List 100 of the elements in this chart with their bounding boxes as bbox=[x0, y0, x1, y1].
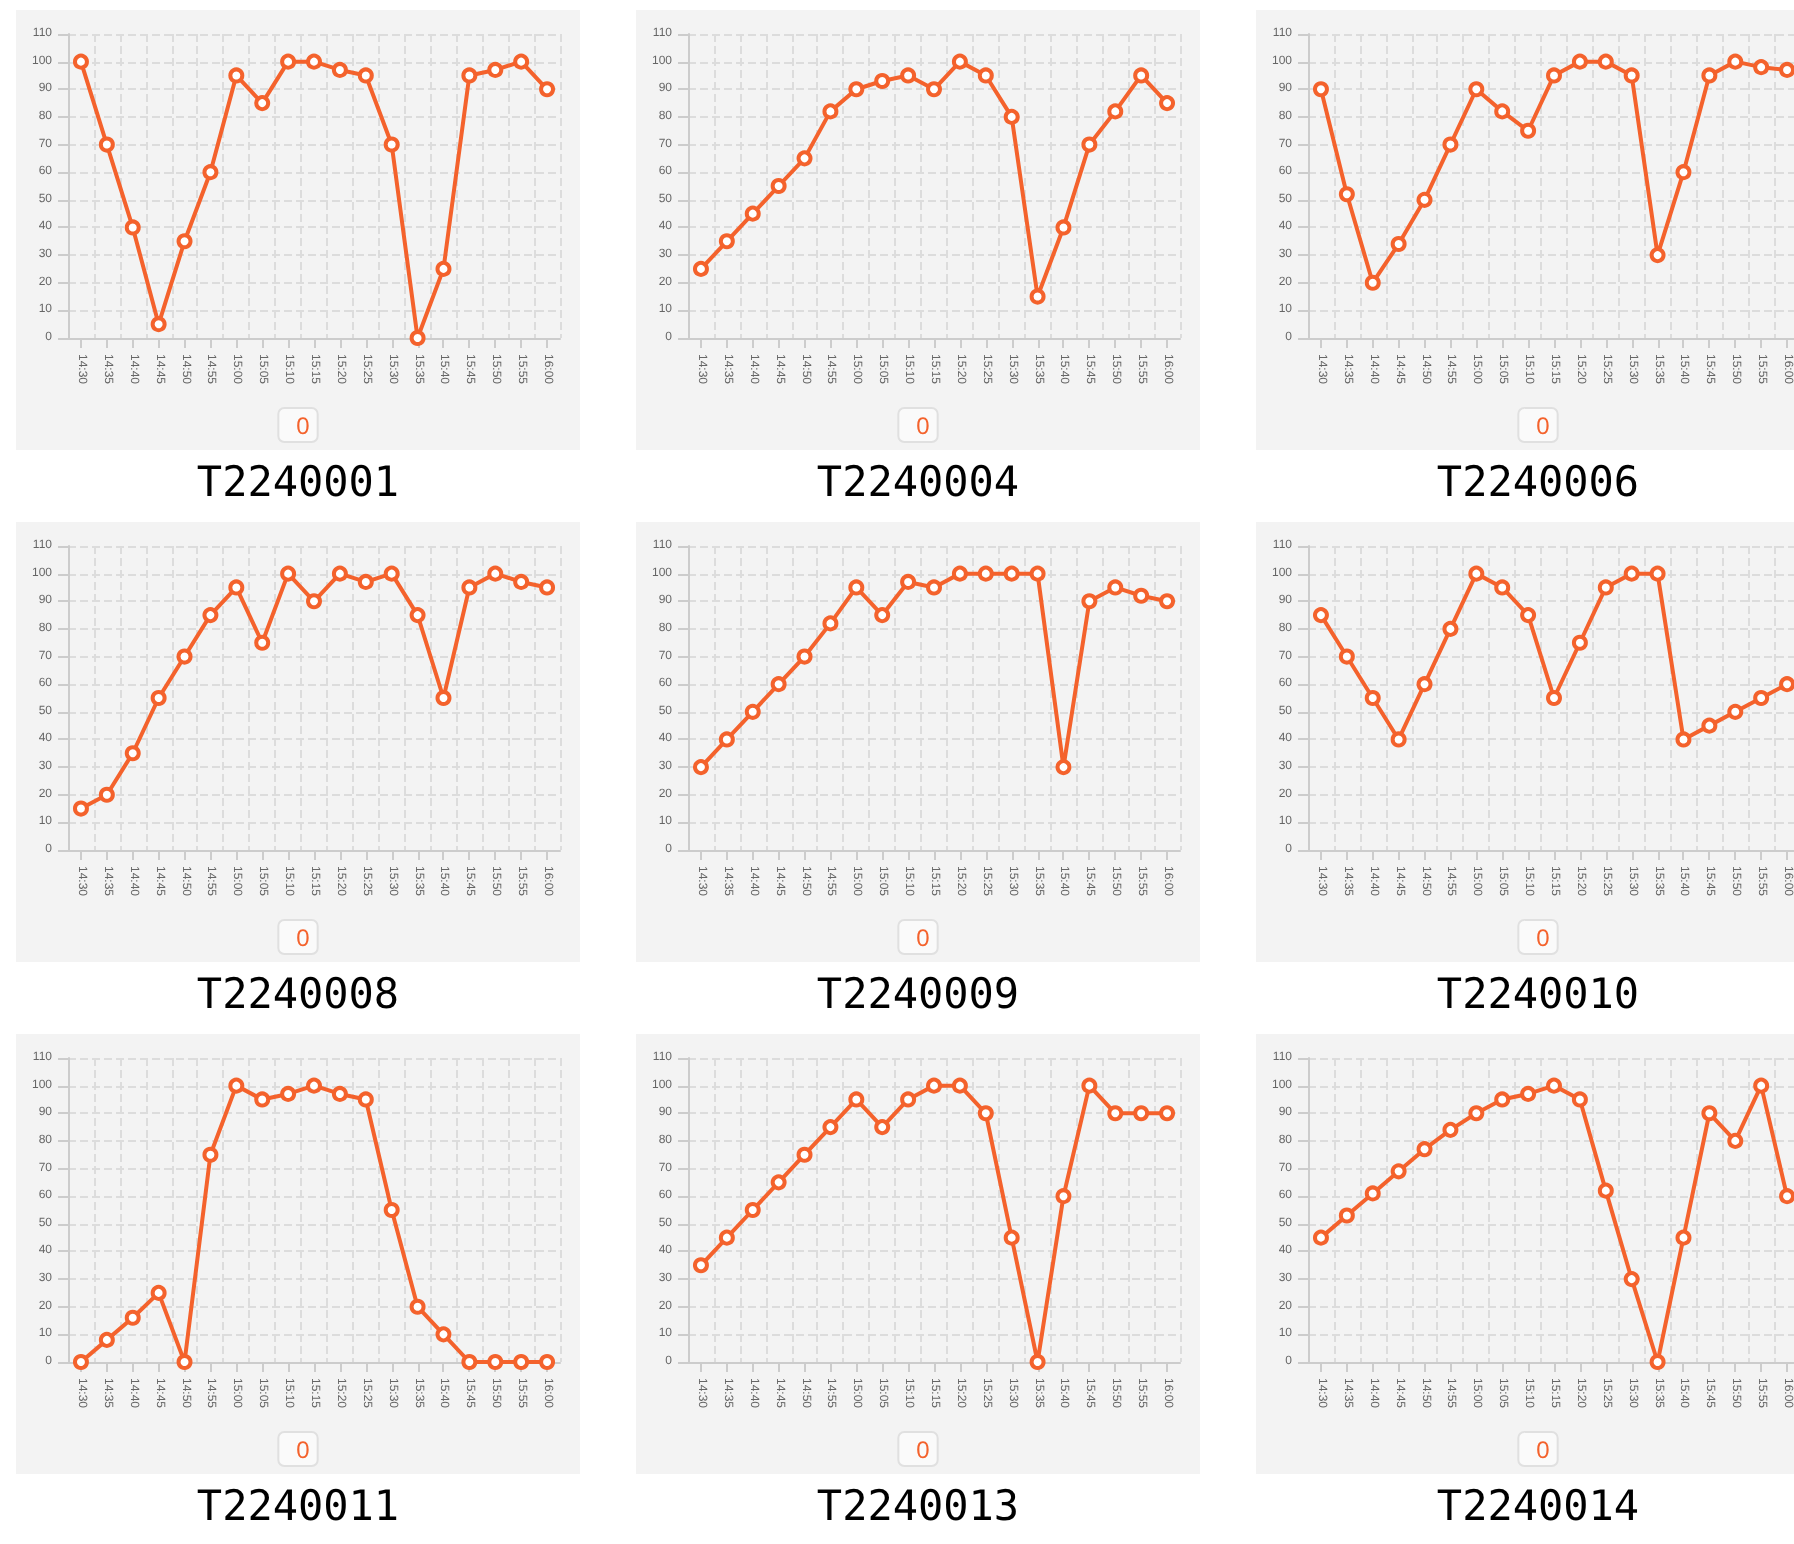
text: 0 bbox=[296, 1436, 311, 1464]
point bbox=[1701, 717, 1718, 734]
point bbox=[1133, 1105, 1150, 1122]
point bbox=[1468, 1105, 1485, 1122]
point bbox=[718, 1229, 735, 1246]
point bbox=[796, 150, 813, 167]
point bbox=[900, 67, 917, 84]
point bbox=[1390, 731, 1407, 748]
text: 0 bbox=[1536, 1436, 1551, 1464]
point bbox=[848, 81, 865, 98]
point bbox=[539, 1354, 556, 1370]
point bbox=[1442, 620, 1459, 637]
point bbox=[357, 67, 374, 84]
point bbox=[900, 573, 917, 590]
point bbox=[176, 648, 193, 665]
point bbox=[770, 1174, 787, 1191]
point bbox=[1159, 95, 1176, 112]
point bbox=[228, 67, 245, 84]
point bbox=[124, 745, 141, 762]
point bbox=[1390, 1163, 1407, 1180]
point bbox=[1675, 731, 1692, 748]
text: 0 bbox=[296, 412, 311, 440]
point bbox=[383, 565, 400, 582]
point bbox=[1494, 1091, 1511, 1108]
point bbox=[72, 1354, 89, 1370]
point bbox=[718, 233, 735, 250]
point bbox=[822, 615, 839, 632]
point bbox=[744, 205, 761, 222]
point bbox=[513, 1354, 530, 1370]
point bbox=[539, 81, 556, 98]
point bbox=[926, 579, 942, 596]
text: T2240010 bbox=[1434, 970, 1642, 1018]
point bbox=[124, 1309, 141, 1326]
text: 0 bbox=[916, 924, 931, 952]
point bbox=[977, 67, 994, 84]
point bbox=[1546, 67, 1562, 84]
point bbox=[98, 786, 115, 803]
point bbox=[331, 565, 348, 582]
point bbox=[1442, 136, 1459, 153]
point bbox=[692, 1257, 709, 1274]
point bbox=[1701, 67, 1718, 84]
point bbox=[280, 565, 297, 582]
point bbox=[1597, 579, 1614, 596]
point bbox=[1571, 634, 1588, 651]
point bbox=[977, 565, 994, 582]
point bbox=[331, 61, 348, 78]
text: 0 bbox=[916, 1436, 931, 1464]
point bbox=[1727, 703, 1744, 720]
point bbox=[900, 1091, 917, 1108]
point bbox=[692, 759, 709, 776]
point bbox=[1029, 288, 1046, 305]
point bbox=[461, 579, 478, 596]
point bbox=[1571, 1091, 1588, 1108]
point bbox=[280, 53, 297, 70]
point bbox=[744, 1202, 761, 1218]
point bbox=[1779, 61, 1794, 78]
point bbox=[539, 579, 556, 596]
point bbox=[1546, 1077, 1562, 1094]
point bbox=[1468, 81, 1485, 98]
point bbox=[306, 593, 322, 610]
point bbox=[1338, 1207, 1355, 1224]
text: T2240008 bbox=[194, 970, 402, 1018]
point bbox=[487, 1354, 504, 1370]
point bbox=[202, 607, 219, 624]
point bbox=[1649, 1354, 1666, 1370]
point bbox=[357, 1091, 374, 1108]
point bbox=[977, 1105, 994, 1122]
point bbox=[124, 219, 141, 236]
point bbox=[1623, 1271, 1640, 1288]
point bbox=[951, 1077, 968, 1094]
point bbox=[383, 1202, 400, 1218]
point bbox=[1701, 1105, 1718, 1122]
point bbox=[1390, 236, 1407, 253]
point bbox=[1055, 759, 1072, 776]
point bbox=[202, 164, 219, 181]
point bbox=[150, 316, 167, 333]
point bbox=[228, 1077, 245, 1094]
point bbox=[1338, 186, 1355, 203]
point bbox=[487, 61, 504, 78]
point bbox=[1133, 67, 1150, 84]
point bbox=[1055, 219, 1072, 236]
point bbox=[1520, 607, 1537, 624]
point bbox=[1494, 579, 1511, 596]
point bbox=[72, 53, 89, 70]
point bbox=[150, 1284, 167, 1301]
point bbox=[202, 1146, 219, 1163]
point bbox=[718, 731, 735, 748]
point bbox=[280, 1085, 297, 1102]
point bbox=[1442, 1121, 1459, 1138]
point bbox=[848, 579, 865, 596]
point bbox=[435, 1326, 452, 1343]
point bbox=[357, 573, 374, 590]
point bbox=[1675, 164, 1692, 181]
point bbox=[1675, 1229, 1692, 1246]
point bbox=[926, 81, 942, 98]
point bbox=[1727, 1132, 1744, 1149]
point bbox=[1597, 1182, 1614, 1199]
point bbox=[409, 1298, 426, 1315]
point bbox=[1416, 676, 1433, 693]
point bbox=[951, 565, 968, 582]
